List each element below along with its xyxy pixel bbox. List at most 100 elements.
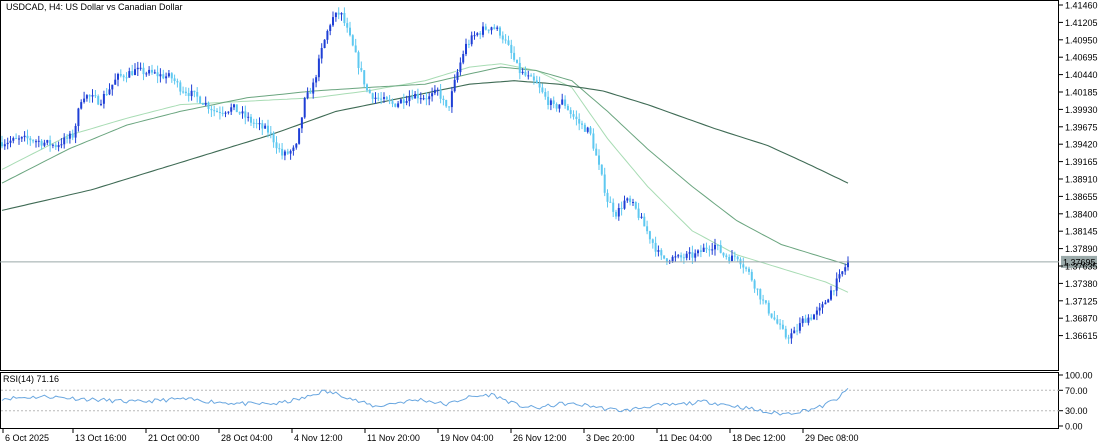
candle bbox=[309, 87, 312, 94]
candle bbox=[332, 11, 334, 27]
candle-body bbox=[838, 274, 841, 279]
candle-body bbox=[114, 79, 117, 85]
price-tick-label: 1.39930 bbox=[1065, 105, 1098, 115]
rsi-line bbox=[1, 387, 849, 416]
candle bbox=[753, 278, 756, 293]
candle bbox=[184, 87, 187, 96]
candle bbox=[377, 92, 380, 102]
candle-body bbox=[80, 102, 83, 109]
candle-body bbox=[227, 111, 230, 113]
candle bbox=[405, 95, 408, 106]
candle-body bbox=[680, 255, 683, 258]
candle bbox=[544, 88, 547, 100]
candle-body bbox=[40, 140, 43, 146]
time-tick-label: 29 Dec 08:00 bbox=[805, 433, 859, 443]
candle-body bbox=[431, 93, 434, 97]
candle bbox=[193, 90, 196, 98]
candle-body bbox=[538, 83, 541, 88]
candle bbox=[94, 90, 97, 98]
candle-body bbox=[535, 80, 538, 84]
candle bbox=[227, 111, 230, 115]
candle-body bbox=[665, 258, 668, 262]
candle-body bbox=[54, 144, 57, 148]
candle bbox=[516, 59, 518, 64]
candle bbox=[581, 120, 583, 130]
candle-body bbox=[320, 48, 323, 59]
candle-body bbox=[615, 211, 617, 217]
candle-body bbox=[589, 127, 592, 134]
candle bbox=[244, 105, 247, 125]
price-panel-frame bbox=[0, 0, 1059, 371]
candle bbox=[85, 94, 88, 102]
candle bbox=[303, 96, 306, 119]
candle bbox=[815, 306, 818, 321]
price-tick-label: 1.38910 bbox=[1065, 175, 1098, 185]
candle-body bbox=[439, 89, 442, 99]
candle bbox=[595, 143, 598, 156]
candle-body bbox=[697, 250, 699, 254]
candle bbox=[80, 99, 83, 110]
candle bbox=[750, 269, 753, 282]
candle-body bbox=[63, 137, 66, 145]
candle bbox=[88, 94, 91, 103]
time-tick-label: 4 Nov 12:00 bbox=[294, 433, 343, 443]
price-tick-label: 1.38145 bbox=[1065, 227, 1098, 237]
candle bbox=[589, 126, 592, 136]
candle bbox=[428, 92, 431, 106]
candle-body bbox=[527, 75, 530, 77]
rsi-title: RSI(14) 71.16 bbox=[3, 374, 59, 384]
candle bbox=[691, 245, 694, 264]
candle-body bbox=[416, 93, 419, 99]
candle bbox=[462, 50, 465, 65]
candle bbox=[592, 128, 595, 151]
candle-body bbox=[346, 23, 349, 28]
candle-body bbox=[694, 253, 697, 258]
candle-body bbox=[671, 256, 674, 262]
candle bbox=[680, 252, 683, 262]
candle bbox=[100, 99, 102, 107]
candle-body bbox=[216, 110, 218, 112]
candle bbox=[796, 323, 799, 336]
candle bbox=[844, 263, 847, 275]
candle-body bbox=[111, 84, 114, 90]
candle bbox=[71, 129, 74, 141]
candle-body bbox=[250, 116, 252, 123]
candle-body bbox=[490, 27, 493, 31]
candle-body bbox=[199, 96, 202, 104]
candle-body bbox=[835, 278, 838, 291]
candle-body bbox=[482, 26, 484, 35]
candle bbox=[63, 133, 66, 149]
candle-body bbox=[719, 245, 722, 253]
candle bbox=[742, 257, 745, 274]
candle bbox=[9, 136, 12, 148]
candle-body bbox=[108, 89, 111, 95]
candle-body bbox=[702, 247, 705, 252]
candle bbox=[748, 266, 750, 275]
candle bbox=[487, 29, 490, 34]
candle-body bbox=[179, 82, 182, 92]
candle bbox=[654, 236, 657, 257]
candle-body bbox=[476, 33, 479, 36]
candle-body bbox=[592, 133, 595, 149]
candle-body bbox=[841, 271, 844, 275]
candle bbox=[323, 39, 326, 49]
candle-body bbox=[750, 271, 753, 281]
price-tick-label: 1.40695 bbox=[1065, 53, 1098, 63]
candle bbox=[145, 71, 148, 77]
candle bbox=[507, 35, 510, 46]
candle bbox=[697, 249, 699, 257]
candle bbox=[182, 86, 185, 94]
candle-body bbox=[397, 103, 400, 107]
price-tick-label: 1.40440 bbox=[1065, 70, 1098, 80]
candle-body bbox=[83, 98, 86, 103]
price-tick-label: 1.36870 bbox=[1065, 314, 1098, 324]
candle-body bbox=[238, 112, 241, 114]
candle bbox=[60, 138, 63, 149]
candle-body bbox=[425, 98, 428, 100]
candle-body bbox=[204, 102, 207, 105]
candle-body bbox=[224, 112, 227, 114]
candle bbox=[518, 57, 521, 80]
candle-body bbox=[15, 138, 18, 140]
candle-body bbox=[9, 140, 12, 143]
